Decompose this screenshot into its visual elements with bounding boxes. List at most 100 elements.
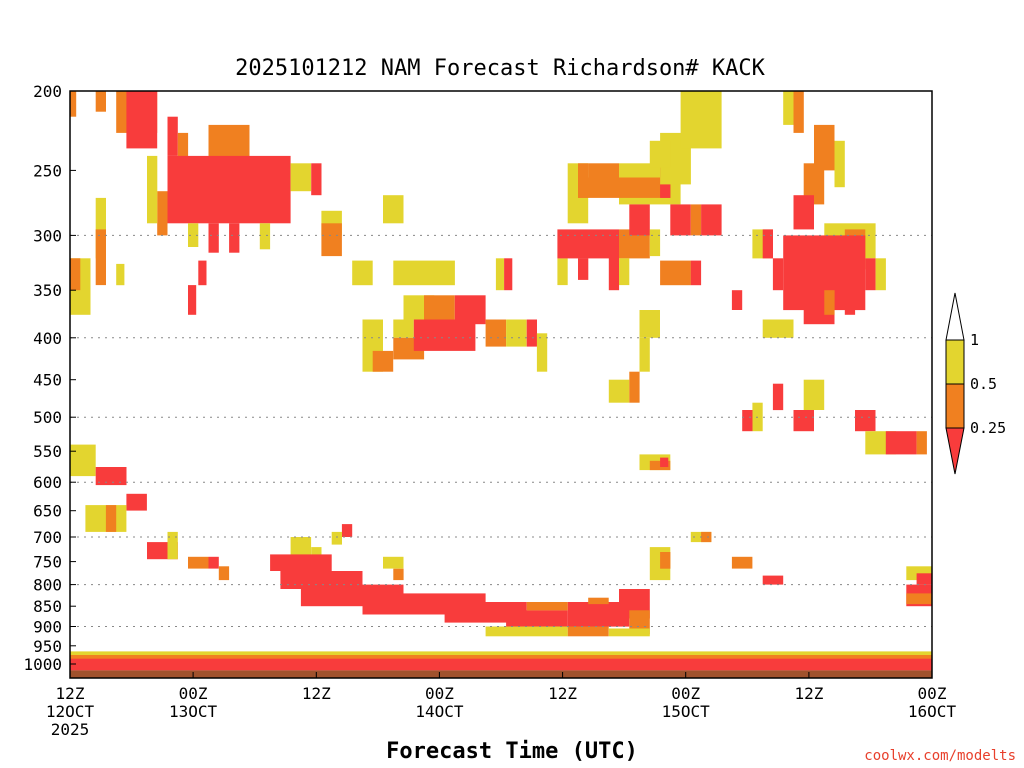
ri-region-orange	[793, 91, 804, 133]
legend-bin	[945, 339, 965, 385]
legend: 1 0.5 0.25	[945, 292, 1006, 475]
ri-region-red	[504, 258, 513, 291]
y-tick-label: 1000	[23, 655, 62, 674]
legend-label: 0.25	[970, 419, 1006, 437]
ri-region-red	[126, 91, 158, 149]
ri-region-orange	[906, 593, 932, 605]
ri-region-yellow	[762, 319, 794, 338]
ri-region-yellow	[383, 195, 404, 224]
ri-region-yellow	[783, 91, 794, 125]
ri-region-orange	[424, 295, 455, 325]
y-tick-label: 900	[33, 618, 62, 637]
ri-region-yellow	[393, 319, 414, 338]
ri-region-orange	[485, 319, 507, 347]
x-tick-label: 00Z	[918, 684, 947, 703]
ri-region-red	[793, 410, 814, 432]
ri-region-red	[701, 204, 722, 236]
chart-title: 2025101212 NAM Forecast Richardson# KACK	[235, 56, 766, 81]
y-tick-label: 550	[33, 442, 62, 461]
legend-bin-top	[945, 292, 965, 341]
ri-region-yellow	[639, 337, 650, 372]
x-tick-label: 13OCT	[169, 702, 218, 721]
plot-frame	[69, 90, 933, 679]
ri-region-orange	[95, 91, 106, 112]
ri-region-yellow	[557, 258, 568, 286]
ri-region-yellow	[352, 260, 373, 286]
ri-region-red	[772, 258, 784, 291]
x-tick-label: 00Z	[671, 684, 700, 703]
ri-region-yellow	[393, 260, 455, 286]
ri-region-orange	[393, 568, 404, 581]
ri-region-orange	[629, 610, 650, 635]
ri-region-red	[670, 204, 691, 236]
y-tick-label: 250	[33, 161, 62, 180]
y-axis: 200 250 300 350 400 450 500 550 600 650 700 750 800 8…	[23, 82, 76, 674]
ri-region-red	[855, 410, 876, 432]
ri-region-yellow	[875, 258, 886, 291]
ri-region-yellow	[495, 258, 505, 291]
ri-region-yellow	[290, 537, 312, 557]
ri-region-orange	[814, 124, 835, 171]
x-tick-label: 12Z	[56, 684, 85, 703]
ri-region-red	[578, 258, 589, 280]
ri-region-red	[208, 223, 219, 253]
y-tick-label: 200	[33, 82, 62, 101]
ri-region-orange	[824, 290, 835, 315]
ri-region-orange	[731, 556, 753, 569]
ri-region-orange	[157, 191, 168, 236]
legend-bin	[945, 383, 965, 429]
ri-region-yellow	[639, 310, 660, 338]
ri-region-red	[916, 573, 932, 585]
credit-text: coolwx.com/modelts	[864, 748, 1016, 764]
y-tick-label: 350	[33, 281, 62, 300]
ri-region-red	[413, 319, 476, 351]
ri-region-red	[629, 204, 650, 236]
ri-region-red	[731, 290, 743, 310]
ri-region-red	[95, 467, 127, 486]
ri-region-red	[311, 163, 322, 196]
y-tick-label: 950	[33, 637, 62, 656]
ri-region-orange	[660, 552, 671, 569]
ri-region-orange	[629, 371, 640, 403]
ri-region-yellow	[259, 223, 271, 250]
ri-region-orange	[660, 260, 691, 286]
ri-region-yellow	[608, 379, 630, 403]
ri-region-red	[793, 195, 814, 230]
x-tick-label: 12Z	[548, 684, 577, 703]
x-tick-label: 12Z	[302, 684, 331, 703]
y-tick-label: 300	[33, 226, 62, 245]
y-tick-label: 700	[33, 528, 62, 547]
ri-region-orange	[372, 350, 394, 372]
ri-region-red	[772, 383, 784, 411]
ri-region-red	[270, 554, 332, 571]
x-tick-label: 14OCT	[415, 702, 464, 721]
y-tick-label: 400	[33, 329, 62, 348]
ri-region-yellow	[536, 333, 548, 372]
ri-region-red	[506, 610, 568, 629]
ri-region-red	[454, 295, 486, 325]
ri-region-orange	[526, 602, 568, 611]
ri-region-red	[608, 247, 620, 291]
ri-region-red	[208, 556, 219, 569]
ri-region-orange	[567, 626, 609, 637]
ri-region-red	[341, 524, 353, 537]
ri-region-red	[526, 319, 537, 347]
legend-bin-bottom	[945, 427, 965, 475]
ground-band	[70, 670, 932, 678]
y-tick-label: 850	[33, 597, 62, 616]
ri-region-orange	[218, 566, 230, 581]
ri-region-yellow	[680, 91, 722, 149]
ri-region-red	[126, 493, 147, 511]
x-tick-label: 00Z	[179, 684, 208, 703]
ri-region-orange	[690, 204, 702, 236]
ri-region-orange	[916, 431, 927, 455]
ri-region-red	[188, 285, 197, 315]
ri-region-red	[844, 290, 856, 315]
ri-region-orange	[105, 505, 117, 532]
ri-region-yellow	[95, 197, 106, 259]
x-tick-label: 2025	[51, 720, 90, 739]
ri-region-yellow	[649, 229, 661, 257]
y-tick-label: 450	[33, 371, 62, 390]
